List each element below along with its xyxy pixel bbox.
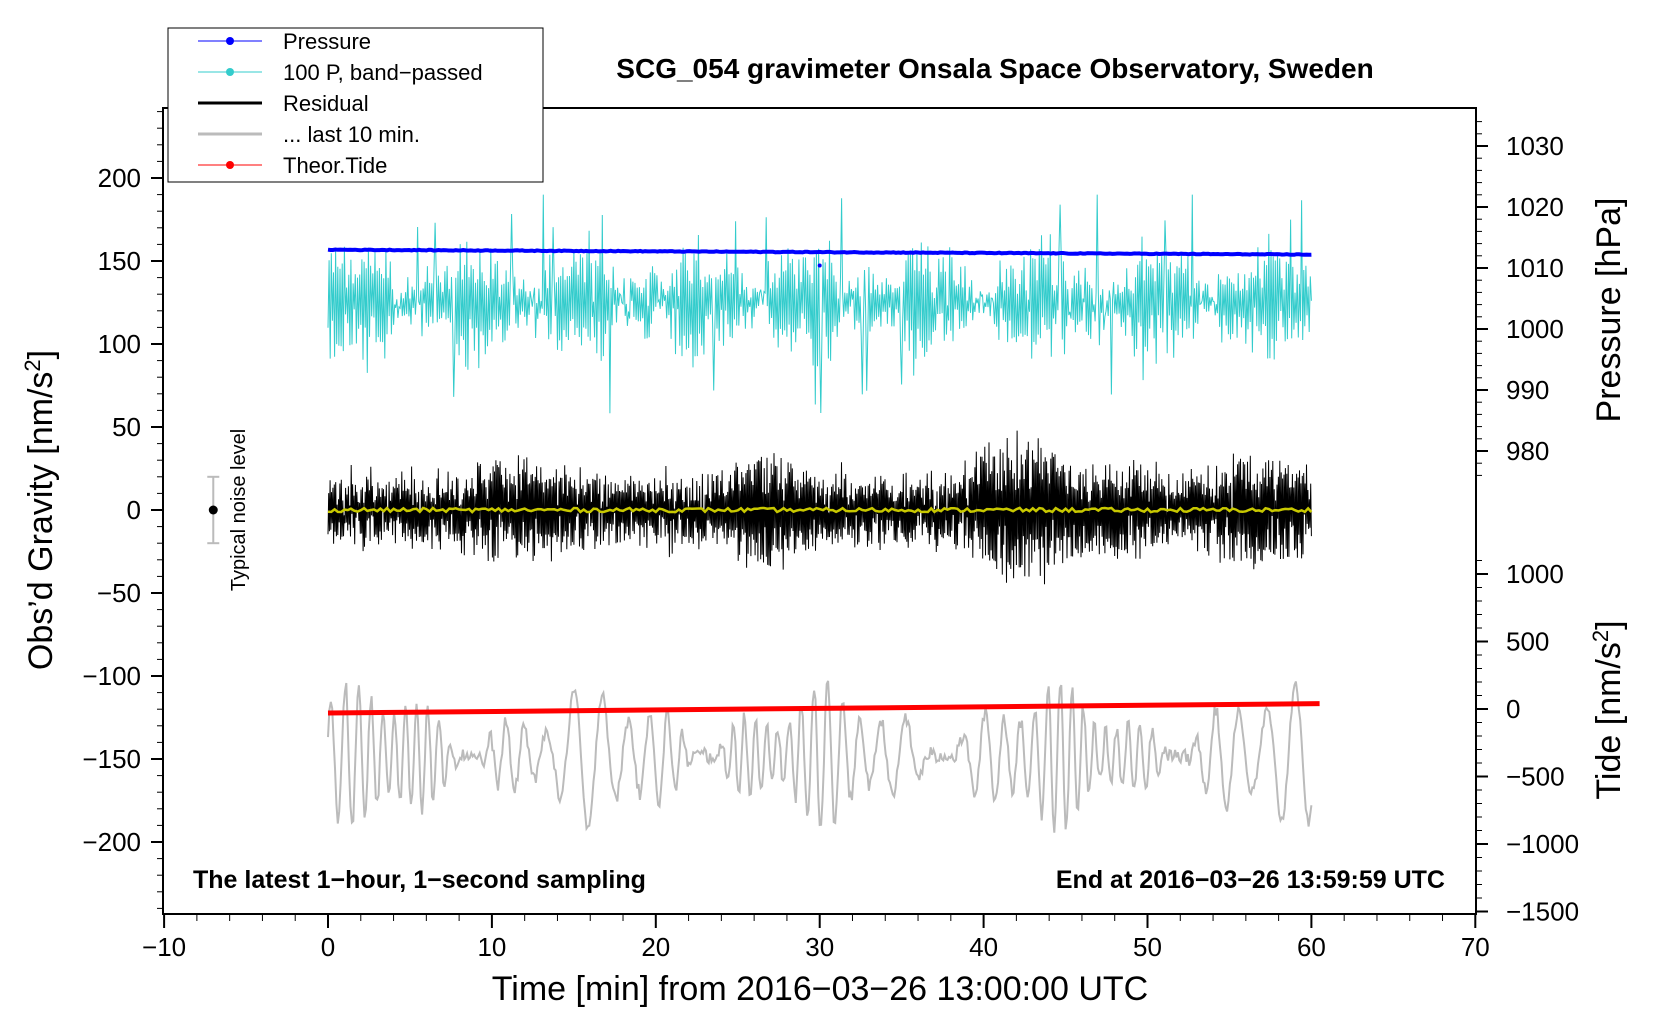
series-last-10-min — [327, 680, 1313, 833]
x-tick-label: 10 — [477, 932, 506, 962]
y-left-tick-label: 50 — [112, 412, 141, 442]
y-left-tick-label: 0 — [127, 495, 141, 525]
x-tick-label: 70 — [1461, 932, 1490, 962]
series-theoretical-tide — [327, 701, 1320, 716]
y-tide-tick-label: 0 — [1506, 694, 1520, 724]
legend-swatch-marker — [226, 161, 234, 169]
series-layer — [327, 194, 1320, 833]
y-tide-tick-label: −500 — [1506, 762, 1565, 792]
x-tick-label: 0 — [321, 932, 335, 962]
y-left-tick-label: −200 — [82, 827, 141, 857]
y-axis-title-tide: Tide [nm/s2] — [1588, 620, 1628, 799]
legend-box — [167, 27, 544, 183]
legend-label: Pressure — [283, 29, 371, 54]
annotation-end-time: End at 2016−03−26 13:59:59 UTC — [1056, 866, 1445, 894]
chart-title: SCG_054 gravimeter Onsala Space Observat… — [616, 53, 1373, 84]
legend-swatch-marker — [226, 68, 234, 76]
series-residual-mean — [327, 506, 1313, 514]
y-left-tick-label: 200 — [98, 163, 141, 193]
y-tide-tick-label: 500 — [1506, 627, 1549, 657]
legend-label: 100 P, band−passed — [283, 60, 483, 85]
y-left-tick-label: −150 — [82, 744, 141, 774]
y-pressure-tick-label: 1020 — [1506, 192, 1564, 222]
legend-label: ... last 10 min. — [283, 122, 420, 147]
y-pressure-tick-label: 1000 — [1506, 314, 1564, 344]
noise-label: Typical noise level — [228, 429, 250, 591]
legend-label: Theor.Tide — [283, 153, 387, 178]
noise-bar-center-point — [208, 505, 218, 515]
x-tick-label: 20 — [641, 932, 670, 962]
y-left-tick-label: 100 — [98, 329, 141, 359]
y-left-tick-label: 150 — [98, 246, 141, 276]
y-tide-tick-label: −1500 — [1506, 897, 1579, 927]
x-axis-title: Time [min] from 2016−03−26 13:00:00 UTC — [492, 970, 1148, 1008]
x-tick-label: 40 — [969, 932, 998, 962]
y-pressure-tick-label: 980 — [1506, 436, 1549, 466]
series-bandpassed-pressure — [327, 194, 1312, 414]
legend-swatch-marker — [226, 37, 234, 45]
axes-layer: −10 0 10 20 30 40 50 60 70200150100500−50−100−15… — [82, 111, 1579, 962]
x-tick-label: 30 — [805, 932, 834, 962]
y-tide-tick-label: 1000 — [1506, 559, 1564, 589]
y-left-tick-label: −100 — [82, 661, 141, 691]
legend: Pressure 100 P, band−passed Residual ... la… — [167, 27, 544, 183]
y-left-tick-label: −50 — [97, 578, 141, 608]
noise-indicator: Typical noise level — [207, 429, 250, 591]
y-pressure-tick-label: 1010 — [1506, 253, 1564, 283]
x-tick-label: −10 — [142, 932, 186, 962]
y-tide-tick-label: −1000 — [1506, 829, 1579, 859]
pressure-outlier-point — [817, 263, 822, 268]
series-residual — [327, 430, 1312, 585]
y-axis-title-pressure: Pressure [hPa] — [1590, 198, 1628, 423]
y-axis-title-left: Obs’d Gravity [nm/s2] — [20, 350, 60, 670]
y-pressure-tick-label: 990 — [1506, 375, 1549, 405]
y-pressure-tick-label: 1030 — [1506, 131, 1564, 161]
annotation-sampling: The latest 1−hour, 1−second sampling — [193, 866, 646, 894]
x-tick-label: 60 — [1297, 932, 1326, 962]
legend-label: Residual — [283, 91, 369, 116]
series-pressure — [327, 247, 1312, 257]
x-tick-label: 50 — [1133, 932, 1162, 962]
